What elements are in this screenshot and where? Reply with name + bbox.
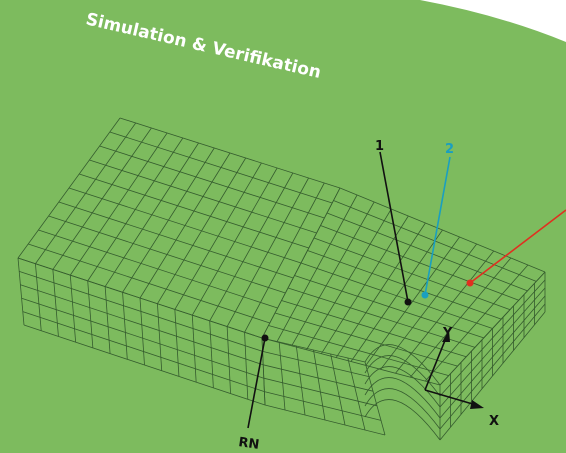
label: RN: [237, 435, 260, 453]
axis-label: X: [489, 414, 499, 429]
point: [467, 280, 474, 287]
axis-label: Y: [442, 326, 453, 341]
label: 2: [445, 142, 454, 157]
point: [405, 299, 412, 306]
label: 1: [375, 139, 384, 154]
point: [422, 292, 429, 299]
page: Simulation & Verifikation 1 2 RN Y X (()…: [0, 0, 566, 453]
point: [262, 335, 269, 342]
diagram: Simulation & Verifikation 1 2 RN Y X: [0, 0, 566, 453]
